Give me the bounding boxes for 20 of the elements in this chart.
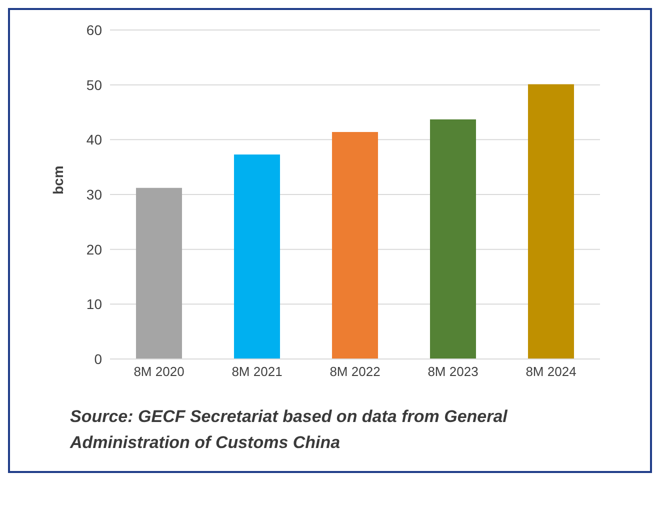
y-axis-title: bcm [50,166,66,194]
bar [234,154,280,359]
y-tick-label: 20 [86,241,102,258]
y-tick-label: 50 [86,76,102,93]
bar [528,84,574,359]
y-tick-label: 10 [86,296,102,312]
y-tick-label: 30 [86,186,102,202]
source-note: Source: GECF Secretariat based on data from General Administration of Customs China [68,406,509,454]
y-tick-label: 60 [86,22,102,38]
x-tick-label: 8M 2023 [428,364,478,380]
bar [136,188,182,359]
y-tick-label: 40 [86,132,102,148]
page-frame: 8M 2020 8M 2021 8M 2022 8M 2023 8M 2024 0 10 20 30 40 50 60 bcm Source: GECF Secretariat based on data from General Administration of Customs China [8,8,652,473]
bar [430,119,476,359]
y-tick-label: 0 [94,350,102,367]
x-tick-label: 8M 2022 [330,364,380,380]
bar [332,132,378,359]
x-tick-label: 8M 2024 [526,364,576,380]
x-tick-label: 8M 2021 [232,364,282,380]
x-tick-label: 8M 2020 [134,364,184,380]
